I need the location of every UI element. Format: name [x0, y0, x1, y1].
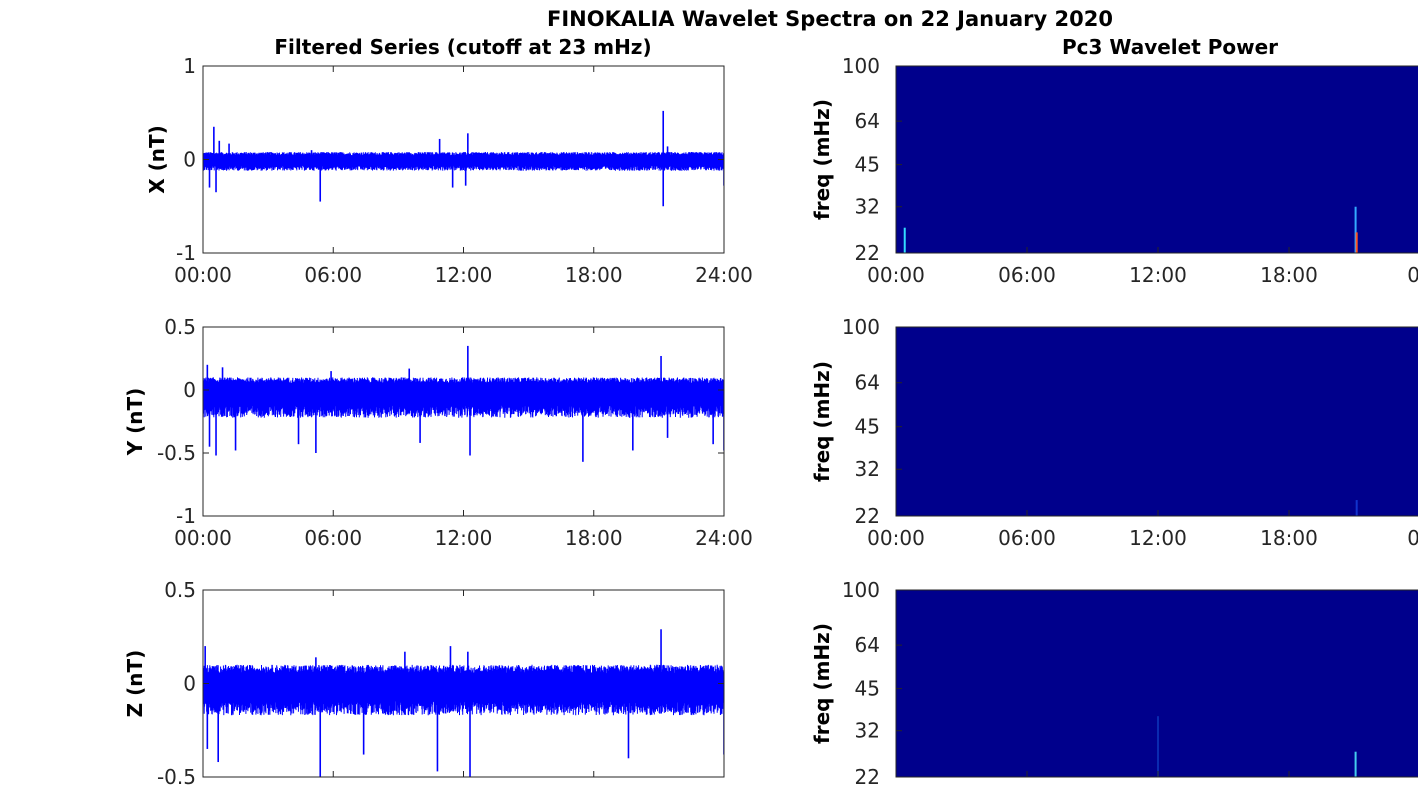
series-z	[203, 629, 724, 777]
y-axis-label: freq (mHz)	[810, 361, 834, 482]
y-axis-label: freq (mHz)	[810, 99, 834, 220]
x-tick-label: 12:00	[435, 526, 493, 550]
y-tick-label: 0	[183, 148, 196, 172]
heatmap-panel-z: 100 64 45 32 22 freq (mHz)	[810, 578, 1418, 788]
y-axis-label: Z (nT)	[123, 650, 147, 718]
x-tick-label: 00	[1407, 526, 1418, 550]
x-tick-label: 18:00	[1260, 526, 1318, 550]
panels: 10-100:00 06:00 12:00 18:00 24:00X (nT)0.50-…	[123, 54, 1418, 788]
y-tick-label: 64	[855, 109, 880, 133]
right-column-title: Pc3 Wavelet Power	[1062, 35, 1278, 59]
power-hotspot	[1355, 232, 1358, 253]
power-hotspot	[1355, 500, 1358, 516]
series-y	[203, 345, 724, 462]
y-tick-label: 32	[855, 719, 880, 743]
y-tick-label: 100	[842, 315, 880, 339]
y-tick-label: -1	[176, 241, 196, 265]
y-tick-label: 64	[855, 633, 880, 657]
y-tick-label: 0.5	[164, 578, 196, 602]
y-tick-label: 45	[855, 153, 880, 177]
x-tick-label: 18:00	[565, 526, 623, 550]
axes-box	[895, 326, 1418, 517]
noise-core	[203, 155, 724, 166]
y-tick-label: 1	[183, 54, 196, 78]
power-hotspot	[1354, 206, 1357, 253]
x-tick-label: 06:00	[304, 526, 362, 550]
x-tick-label: 24:00	[695, 263, 753, 287]
power-background	[896, 327, 1418, 516]
line-panel-y: 0.5 0 -0.5 -100:00 06:00 12:00 18:00 24:00 Y (nT…	[123, 315, 753, 550]
y-tick-label: 45	[855, 677, 880, 701]
power-hotspot	[1157, 716, 1159, 777]
axes-box	[895, 589, 1418, 778]
y-tick-label: 45	[855, 415, 880, 439]
y-tick-label: -1	[176, 504, 196, 528]
y-tick-label: 22	[855, 504, 880, 528]
y-tick-label: -0.5	[157, 765, 196, 788]
x-tick-label: 06:00	[998, 526, 1056, 550]
y-tick-label: 0.5	[164, 315, 196, 339]
power-background	[896, 66, 1418, 253]
x-tick-label: 00:00	[174, 526, 232, 550]
y-tick-label: -0.5	[157, 441, 196, 465]
noise-core	[203, 383, 724, 406]
x-tick-label: 06:00	[998, 263, 1056, 287]
x-tick-label: 18:00	[1260, 263, 1318, 287]
x-tick-label: 00	[1407, 263, 1418, 287]
series-x	[203, 110, 724, 207]
power-hotspot	[1354, 751, 1357, 777]
noise-core	[203, 673, 724, 701]
axes-box	[202, 326, 725, 517]
x-tick-label: 00:00	[867, 263, 925, 287]
y-axis-label: freq (mHz)	[810, 623, 834, 744]
power-hotspot	[903, 227, 906, 253]
left-column-title: Filtered Series (cutoff at 23 mHz)	[274, 35, 651, 59]
x-tick-label: 18:00	[565, 263, 623, 287]
line-panel-x: 1 0 -100:00 06:00 12:00 18:00 24:00 X (nT)	[145, 54, 753, 287]
line-panel-z: 0.5 0 -0.5 Z (nT)	[123, 578, 725, 788]
x-tick-label: 24:00	[695, 526, 753, 550]
x-tick-label: 12:00	[1129, 526, 1187, 550]
y-tick-label: 100	[842, 578, 880, 602]
y-axis-label: X (nT)	[145, 125, 169, 194]
y-tick-label: 22	[855, 765, 880, 788]
y-tick-label: 32	[855, 195, 880, 219]
y-tick-label: 0	[183, 378, 196, 402]
axes-box	[895, 65, 1418, 254]
x-tick-label: 00:00	[867, 526, 925, 550]
y-axis-label: Y (nT)	[123, 388, 147, 457]
x-tick-label: 00:00	[174, 263, 232, 287]
x-tick-label: 12:00	[435, 263, 493, 287]
x-tick-label: 12:00	[1129, 263, 1187, 287]
y-tick-label: 0	[183, 672, 196, 696]
y-tick-label: 100	[842, 54, 880, 78]
x-tick-label: 06:00	[304, 263, 362, 287]
y-tick-label: 64	[855, 371, 880, 395]
figure-title: FINOKALIA Wavelet Spectra on 22 January …	[547, 7, 1113, 31]
y-tick-label: 22	[855, 241, 880, 265]
y-tick-label: 32	[855, 457, 880, 481]
